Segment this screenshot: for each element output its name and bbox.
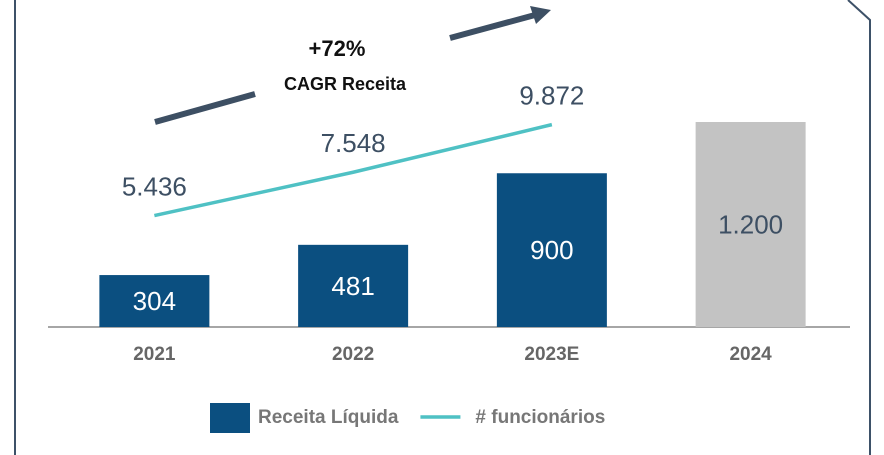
legend-label: Receita Líquida xyxy=(258,407,399,428)
x-tick-label: 2021 xyxy=(133,344,176,365)
legend-label: # funcionários xyxy=(475,407,605,428)
annotation: CAGR Receita xyxy=(284,74,407,94)
x-tick-label: 2022 xyxy=(332,344,374,365)
bar-label: 304 xyxy=(133,286,176,316)
arrow-body xyxy=(449,12,536,41)
bar xyxy=(298,244,409,327)
line-label: 7.548 xyxy=(321,128,386,158)
bar-label: 1.200 xyxy=(718,209,783,239)
annotation: +72% xyxy=(309,36,366,61)
bar xyxy=(496,173,607,327)
frame xyxy=(14,0,871,455)
bar xyxy=(99,275,210,327)
x-tick-label: 2024 xyxy=(729,344,772,365)
x-tick-label: 2023E xyxy=(524,344,579,365)
line-label: 9.872 xyxy=(519,80,584,110)
line xyxy=(154,122,553,218)
legend-swatch xyxy=(210,403,250,433)
line-label: 5.436 xyxy=(122,171,187,201)
arrow-tail xyxy=(154,91,256,125)
bar-label: 481 xyxy=(331,271,374,301)
bar-label: 900 xyxy=(530,235,573,265)
arrow-head xyxy=(530,6,551,24)
bar xyxy=(695,122,806,327)
